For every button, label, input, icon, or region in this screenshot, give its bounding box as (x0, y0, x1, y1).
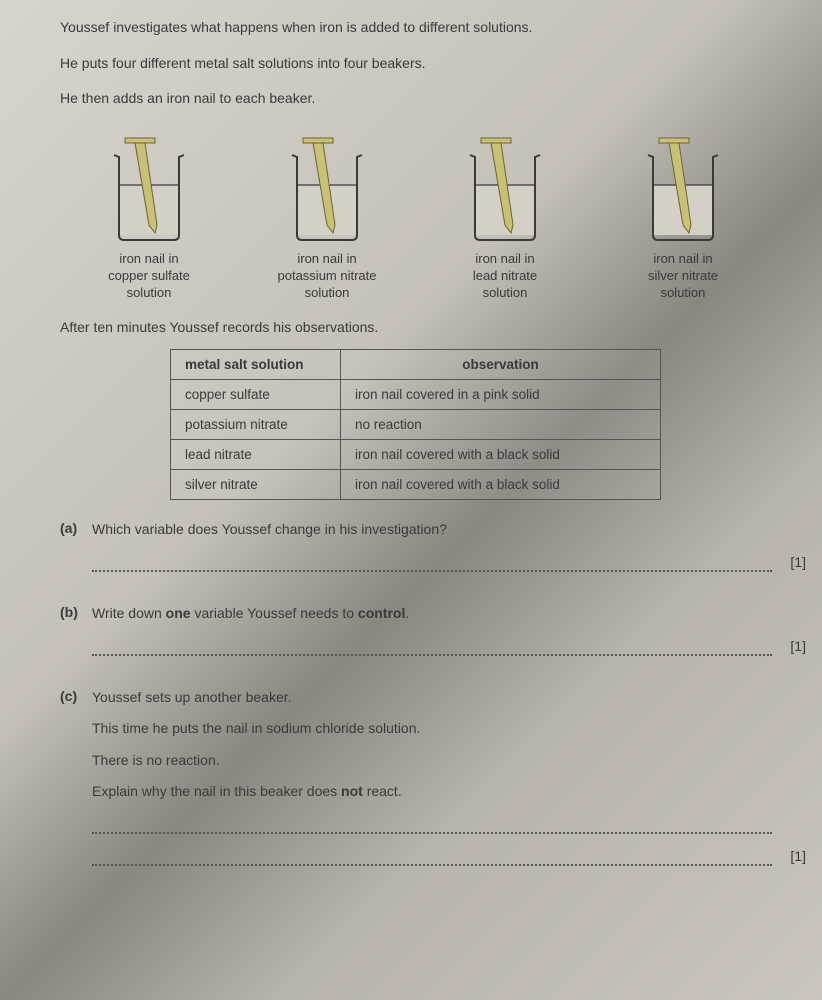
beaker-1: iron nail in copper sulfate solution (74, 125, 224, 302)
question-c-label: (c) (60, 688, 92, 872)
answer-line[interactable]: [1] (92, 638, 772, 656)
intro-line-2: He puts four different metal salt soluti… (60, 54, 772, 74)
mark-a: [1] (790, 554, 806, 570)
beaker-1-label: iron nail in copper sulfate solution (108, 251, 190, 302)
question-a-label: (a) (60, 520, 92, 578)
beaker-3: iron nail in lead nitrate solution (430, 125, 580, 302)
question-b-label: (b) (60, 604, 92, 662)
answer-line[interactable]: [1] (92, 554, 772, 572)
beaker-3-label: iron nail in lead nitrate solution (473, 251, 537, 302)
intro-text: Youssef investigates what happens when i… (60, 18, 772, 109)
observations-table: metal salt solution observation copper s… (170, 349, 661, 500)
beaker-3-svg (455, 125, 555, 245)
intro-line-3: He then adds an iron nail to each beaker… (60, 89, 772, 109)
beaker-4-label: iron nail in silver nitrate solution (648, 251, 718, 302)
table-header-solution: metal salt solution (171, 350, 341, 380)
mark-c: [1] (790, 848, 806, 864)
answer-line[interactable]: [1] (92, 848, 772, 866)
table-header-row: metal salt solution observation (171, 350, 661, 380)
beaker-4: iron nail in silver nitrate solution (608, 125, 758, 302)
intro-line-1: Youssef investigates what happens when i… (60, 18, 772, 38)
beaker-4-svg (633, 125, 733, 245)
beaker-2-svg (277, 125, 377, 245)
question-a-text: Which variable does Youssef change in hi… (92, 520, 772, 540)
beaker-1-svg (99, 125, 199, 245)
beaker-2-label: iron nail in potassium nitrate solution (278, 251, 377, 302)
question-c: (c) Youssef sets up another beaker. This… (60, 688, 772, 872)
beaker-diagram-row: iron nail in copper sulfate solution iro… (60, 125, 772, 302)
table-row: silver nitrate iron nail covered with a … (171, 470, 661, 500)
question-b: (b) Write down one variable Youssef need… (60, 604, 772, 662)
mark-b: [1] (790, 638, 806, 654)
table-row: lead nitrate iron nail covered with a bl… (171, 440, 661, 470)
question-c-p2: This time he puts the nail in sodium chl… (92, 719, 772, 739)
after-text: After ten minutes Youssef records his ob… (60, 319, 772, 335)
question-a: (a) Which variable does Youssef change i… (60, 520, 772, 578)
table-header-observation: observation (341, 350, 661, 380)
question-c-p1: Youssef sets up another beaker. (92, 688, 772, 708)
question-b-text: Write down one variable Youssef needs to… (92, 604, 772, 624)
answer-line[interactable] (92, 816, 772, 834)
question-c-p4: Explain why the nail in this beaker does… (92, 782, 772, 802)
table-row: potassium nitrate no reaction (171, 410, 661, 440)
beaker-2: iron nail in potassium nitrate solution (252, 125, 402, 302)
table-row: copper sulfate iron nail covered in a pi… (171, 380, 661, 410)
question-c-p3: There is no reaction. (92, 751, 772, 771)
